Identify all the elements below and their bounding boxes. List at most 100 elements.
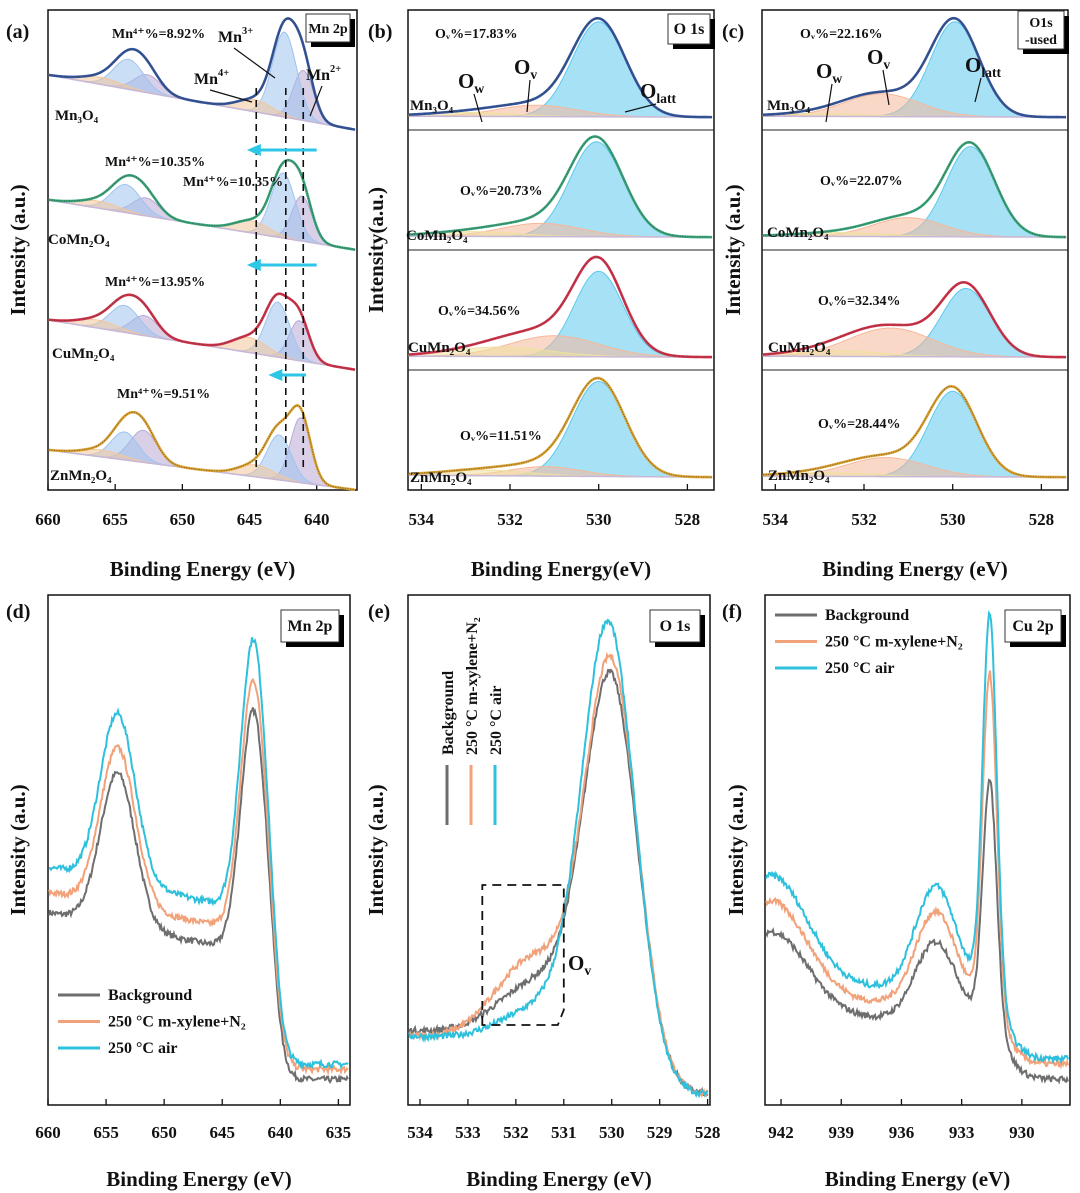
y-axis-label: Intensity (a.u.) xyxy=(721,184,745,315)
sample-name: Mn₃O₄ xyxy=(55,108,99,124)
x-tick-label: 528 xyxy=(695,1123,721,1142)
x-tick-label: 534 xyxy=(763,510,789,529)
ov-annotation-subscript: v xyxy=(584,963,591,978)
baseline xyxy=(408,474,713,478)
legend-label: 250 °C m-xylene+N₂ xyxy=(825,634,963,651)
panel-title-line2: -used xyxy=(1025,33,1057,48)
plot-frame xyxy=(764,594,1071,1106)
spectrum-0: Mn₃O₄ Oᵥ%=17.83% xyxy=(408,16,713,119)
title-box xyxy=(1004,609,1062,643)
percentage-label: Oᵥ%=22.16% xyxy=(800,27,883,42)
raw-data-points xyxy=(408,377,713,478)
x-tick-label: 933 xyxy=(949,1123,975,1142)
sample-name: CoMn₂O₄ xyxy=(767,225,829,241)
peak-pointer-line xyxy=(974,77,982,103)
peak-label-subscript: w xyxy=(474,81,484,96)
panel-letter: (e) xyxy=(368,601,390,623)
sample-name: Mn₃O₄ xyxy=(767,98,811,114)
spectrum-3: ZnMn₂O₄ Oᵥ%=11.51% xyxy=(408,376,713,486)
panel-letter: (b) xyxy=(368,21,392,43)
panel-title: Mn 2p xyxy=(288,618,333,635)
percentage-label: Mn⁴⁺%=13.95% xyxy=(105,275,205,290)
percentage-label: Oᵥ%=17.83% xyxy=(435,27,518,42)
peak-label-superscript: 2+ xyxy=(330,64,341,75)
legend: Background 250 °C m-xylene+N₂ 250 °C air xyxy=(58,987,246,1057)
x-axis-label: Binding Energy(eV) xyxy=(471,557,651,581)
panel-title: O1s xyxy=(1029,16,1053,31)
watermark: 大数跨境 xyxy=(8,1161,88,1185)
x-tick-label: 532 xyxy=(503,1123,529,1142)
x-axis-label: Binding Energy (eV) xyxy=(110,557,296,581)
percentage-label: Oᵥ%=11.51% xyxy=(460,429,542,444)
x-tick-label: 939 xyxy=(829,1123,855,1142)
x-tick-label: 533 xyxy=(455,1123,481,1142)
peak-pointer-line xyxy=(309,85,323,117)
sample-name: ZnMn₂O₄ xyxy=(410,470,472,486)
peak-label: Mn4+ xyxy=(194,68,229,88)
x-tick-label: 640 xyxy=(304,510,330,529)
sample-name: ZnMn₂O₄ xyxy=(768,468,830,484)
panel-b: (b) Intensity(a.u.) 534 532 530 528 Binding En… xyxy=(364,9,715,581)
peak-pointer-line xyxy=(882,69,890,106)
sample-name: CoMn₂O₄ xyxy=(48,232,110,248)
legend-label: 250 °C air xyxy=(108,1040,178,1057)
peak-label-base: O xyxy=(965,53,981,77)
spectrum-3: ZnMn₂O₄ Oᵥ%=28.44% xyxy=(762,385,1067,484)
x-tick-label: 650 xyxy=(151,1123,177,1142)
series-line-2 xyxy=(408,618,709,1099)
panel-f: (f) Intensity (a.u.) 942 939 936 933 930 Bindin… xyxy=(722,594,1071,1191)
percentage-label: Oᵥ%=32.34% xyxy=(818,294,901,309)
x-tick-label: 534 xyxy=(407,1123,433,1142)
shift-arrow-head-icon xyxy=(246,259,261,271)
spectrum-0: Mn₃O₄ Mn⁴⁺%=8.92% xyxy=(48,17,356,131)
peak-label: Ow xyxy=(458,69,484,96)
raw-data-points xyxy=(408,256,713,358)
x-tick-label: 930 xyxy=(1009,1123,1035,1142)
x-tick-label: 532 xyxy=(851,510,877,529)
baseline xyxy=(762,115,1067,118)
peak-label-subscript: latt xyxy=(981,65,1001,80)
series-line-2 xyxy=(765,610,1069,1065)
peak-label: Olatt xyxy=(640,79,676,106)
y-axis-label: Intensity (a.u.) xyxy=(724,784,748,915)
peak-pointer-line xyxy=(233,47,276,79)
x-axis-label: Binding Energy (eV) xyxy=(106,1167,292,1191)
peak-label: Ov xyxy=(514,55,537,82)
x-tick-label: 942 xyxy=(768,1123,794,1142)
panel-a: (a) Intensity (a.u.) 660 655 650 645 640 Bindin… xyxy=(6,9,358,581)
x-tick-label: 660 xyxy=(35,1123,61,1142)
peak-label-base: O xyxy=(458,69,474,93)
y-axis-label: Intensity (a.u.) xyxy=(6,784,30,915)
ov-annotation: Ov xyxy=(568,951,591,978)
series-line-1 xyxy=(408,651,709,1099)
percentage-label: Oᵥ%=28.44% xyxy=(818,417,901,432)
peak-label-subscript: latt xyxy=(656,91,676,106)
spectrum-1: CoMn₂O₄ Oᵥ%=22.07% xyxy=(762,140,1067,241)
raw-data-points xyxy=(48,405,356,491)
peak-label-subscript: v xyxy=(883,57,890,72)
x-tick-label: 530 xyxy=(940,510,966,529)
x-tick-label: 645 xyxy=(209,1123,235,1142)
peak-label-base: O xyxy=(816,59,832,83)
legend-label: 250 °C air xyxy=(825,660,895,677)
sample-name: ZnMn₂O₄ xyxy=(50,468,112,484)
x-tick-label: 660 xyxy=(35,510,61,529)
x-tick-label: 655 xyxy=(102,510,128,529)
baseline xyxy=(408,235,713,238)
peak-label: Ov xyxy=(867,45,890,72)
peak-pointer-line xyxy=(624,103,657,113)
percentage-label: Mn⁴⁺%=8.92% xyxy=(112,27,205,42)
spectrum-1: CoMn₂O₄ Mn⁴⁺%=10.35% xyxy=(48,155,356,251)
y-axis-label: Intensity(a.u.) xyxy=(364,187,388,313)
spectrum-2: CuMn₂O₄ Mn⁴⁺%=13.95% xyxy=(48,275,356,371)
panel-title: O 1s xyxy=(674,21,705,38)
legend-label: Background xyxy=(440,671,457,755)
raw-data-points xyxy=(762,141,1067,238)
peak-pointer-line xyxy=(473,93,483,123)
title-box xyxy=(667,13,711,45)
spectrum-2: CuMn₂O₄ Oᵥ%=32.34% xyxy=(762,281,1067,359)
fit-component-olatt xyxy=(408,141,713,238)
percentage-label: Mn⁴⁺%=10.35% xyxy=(105,155,205,170)
shift-arrow-head-icon xyxy=(268,369,283,381)
